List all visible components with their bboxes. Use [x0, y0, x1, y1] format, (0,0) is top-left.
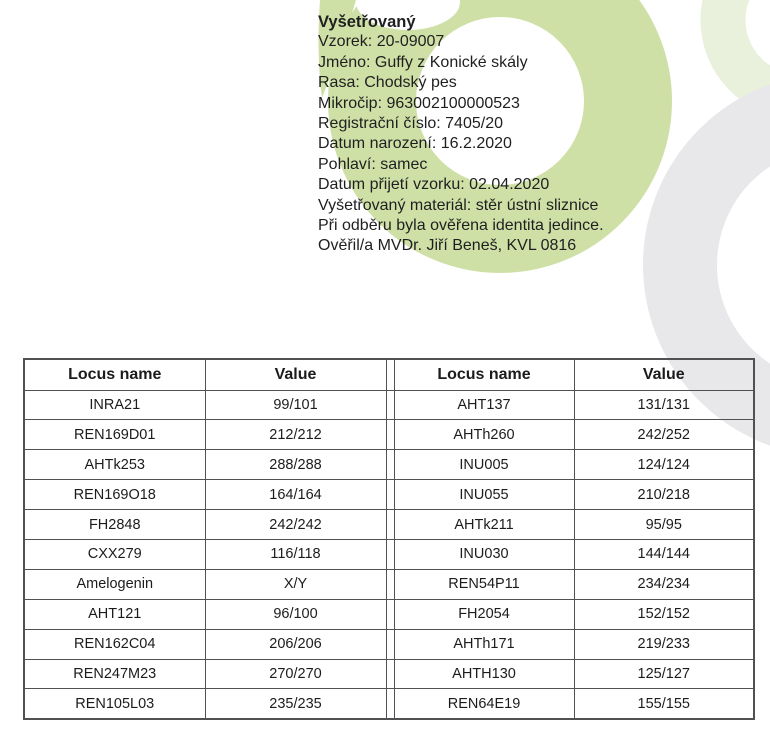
locus-cell: REN162C04: [23, 628, 206, 660]
info-line-material: Vyšetřovaný materiál: stěr ústní sliznic…: [318, 196, 599, 214]
info-line-name: Jméno: Guffy z Konické skály: [318, 53, 528, 71]
info-line-breed: Rasa: Chodský pes: [318, 74, 457, 92]
gap-cell: [385, 419, 395, 451]
info-line-verified-by: Ověřil/a MVDr. Jiří Beneš, KVL 0816: [318, 237, 577, 255]
locus-cell: AHTk211: [393, 509, 575, 540]
value-cell: 96/100: [204, 598, 387, 630]
info-line-birthdate: Datum narození: 16.2.2020: [318, 135, 512, 153]
loci-table: Locus name Value Locus name Value INRA21…: [23, 358, 755, 720]
locus-cell: REN105L03: [23, 688, 206, 720]
value-cell: 152/152: [573, 598, 755, 630]
locus-cell: AHTh260: [393, 419, 575, 451]
locus-cell: REN54P11: [393, 568, 575, 600]
table-header-row: Locus name Value Locus name Value: [23, 358, 755, 391]
gap-cell: [385, 598, 395, 630]
value-cell: 212/212: [204, 419, 387, 451]
table-row: REN169O18 164/164 INU055 210/218: [23, 479, 755, 511]
gap-cell: [385, 389, 395, 421]
table-row: Amelogenin X/Y REN54P11 234/234: [23, 568, 755, 600]
gap-cell: [385, 688, 395, 720]
value-cell: 164/164: [204, 479, 387, 511]
gap-cell: [385, 538, 395, 570]
value-cell: 125/127: [573, 658, 755, 690]
value-cell: 242/242: [204, 509, 387, 540]
locus-cell: AHTk253: [23, 449, 206, 481]
value-cell: 235/235: [204, 688, 387, 720]
value-cell: 270/270: [204, 658, 387, 690]
locus-cell: INRA21: [23, 389, 206, 421]
info-line-regnumber: Registrační číslo: 7405/20: [318, 115, 503, 133]
info-line-received: Datum přijetí vzorku: 02.04.2020: [318, 176, 550, 194]
value-cell: 131/131: [573, 389, 755, 421]
table-row: REN105L03 235/235 REN64E19 155/155: [23, 688, 755, 720]
locus-cell: AHT137: [393, 389, 575, 421]
table-row: FH2848 242/242 AHTk211 95/95: [23, 509, 755, 540]
white-gap-shape: [356, 0, 460, 30]
value-cell: 144/144: [573, 538, 755, 570]
info-line-identity: Při odběru byla ověřena identita jedince…: [318, 217, 604, 235]
locus-name-header-left: Locus name: [23, 358, 206, 391]
locus-cell: FH2848: [23, 509, 206, 540]
value-cell: 155/155: [573, 688, 755, 720]
info-line-microchip: Mikročip: 963002100000523: [318, 94, 520, 112]
info-title: Vyšetřovaný: [318, 13, 416, 31]
specimen-info-panel: Vyšetřovaný Vzorek: 20-09007 Jméno: Guff…: [318, 12, 604, 257]
gap-cell: [385, 449, 395, 481]
table-row: REN169D01 212/212 AHTh260 242/252: [23, 419, 755, 451]
locus-cell: REN169D01: [23, 419, 206, 451]
table-row: AHTk253 288/288 INU005 124/124: [23, 449, 755, 481]
table-gap-cell: [385, 358, 395, 391]
value-cell: 219/233: [573, 628, 755, 660]
value-cell: 234/234: [573, 568, 755, 600]
locus-cell: FH2054: [393, 598, 575, 630]
table-row: CXX279 116/118 INU030 144/144: [23, 538, 755, 570]
gap-cell: [385, 568, 395, 600]
gap-cell: [385, 658, 395, 690]
value-cell: 288/288: [204, 449, 387, 481]
green-ring-decoration: [328, 0, 672, 273]
locus-cell: INU055: [393, 479, 575, 511]
locus-cell: Amelogenin: [23, 568, 206, 600]
gap-cell: [385, 509, 395, 540]
table-row: AHT121 96/100 FH2054 152/152: [23, 598, 755, 630]
value-header-right: Value: [573, 358, 755, 391]
table-row: REN162C04 206/206 AHTh171 219/233: [23, 628, 755, 660]
loci-table-body: INRA21 99/101 AHT137 131/131 REN169D01 212/21…: [23, 389, 755, 720]
locus-cell: INU005: [393, 449, 575, 481]
locus-cell: INU030: [393, 538, 575, 570]
locus-cell: AHTh171: [393, 628, 575, 660]
gap-cell: [385, 628, 395, 660]
value-header-left: Value: [204, 358, 387, 391]
table-row: REN247M23 270/270 AHTH130 125/127: [23, 658, 755, 690]
locus-cell: CXX279: [23, 538, 206, 570]
locus-cell: AHT121: [23, 598, 206, 630]
table-row: INRA21 99/101 AHT137 131/131: [23, 389, 755, 421]
pale-green-ring-decoration: [700, 0, 770, 115]
gap-cell: [385, 479, 395, 511]
value-cell: 206/206: [204, 628, 387, 660]
value-cell: 124/124: [573, 449, 755, 481]
value-cell: 242/252: [573, 419, 755, 451]
value-cell: 210/218: [573, 479, 755, 511]
value-cell: X/Y: [204, 568, 387, 600]
locus-cell: REN247M23: [23, 658, 206, 690]
value-cell: 95/95: [573, 509, 755, 540]
green-arc-decoration: [318, 0, 356, 98]
info-line-sex: Pohlaví: samec: [318, 155, 428, 173]
locus-cell: REN64E19: [393, 688, 575, 720]
gray-ring-decoration: [643, 84, 770, 446]
value-cell: 116/118: [204, 538, 387, 570]
locus-cell: REN169O18: [23, 479, 206, 511]
locus-cell: AHTH130: [393, 658, 575, 690]
info-line-sample: Vzorek: 20-09007: [318, 33, 445, 51]
locus-name-header-right: Locus name: [393, 358, 575, 391]
value-cell: 99/101: [204, 389, 387, 421]
